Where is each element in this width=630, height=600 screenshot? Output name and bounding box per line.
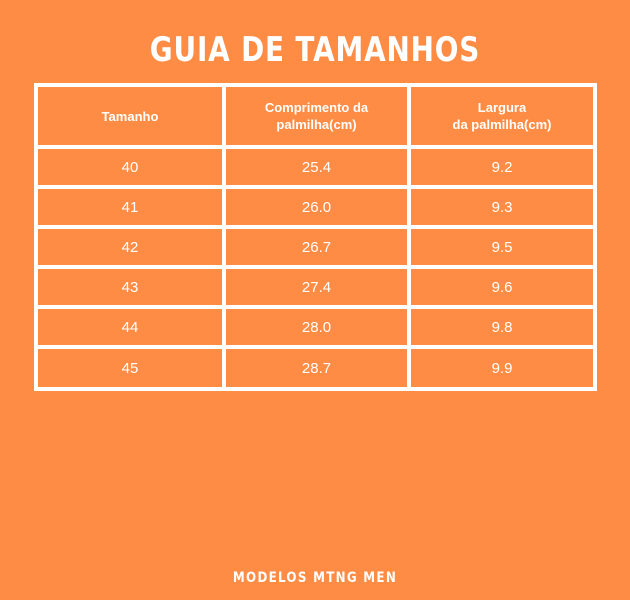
table-row: 26.7 (226, 229, 407, 265)
size-cell: 43 (121, 278, 139, 296)
size-table: Tamanho Comprimento da palmilha(cm) Larg… (34, 83, 597, 391)
length-cell: 25.4 (301, 158, 332, 176)
table-row: 41 (38, 189, 222, 225)
table-row: 27.4 (226, 269, 407, 305)
table-row: 28.7 (226, 349, 407, 387)
width-cell: 9.9 (491, 359, 513, 377)
width-cell: 9.6 (491, 278, 513, 296)
page-title: GUIA DE TAMANHOS (149, 30, 481, 70)
table-row: 44 (38, 309, 222, 345)
width-cell: 9.5 (491, 238, 513, 256)
header-length: Comprimento da palmilha(cm) (226, 87, 407, 145)
header-size: Tamanho (38, 87, 222, 145)
table-row: 28.0 (226, 309, 407, 345)
header-width: Largura da palmilha(cm) (411, 87, 593, 145)
header-size-label: Tamanho (101, 108, 159, 124)
table-row: 45 (38, 349, 222, 387)
table-row: 42 (38, 229, 222, 265)
header-width-label: Largura da palmilha(cm) (452, 100, 552, 132)
length-cell: 28.0 (301, 318, 332, 336)
length-cell: 26.7 (301, 238, 332, 256)
size-cell: 45 (121, 359, 139, 377)
table-row: 9.3 (411, 189, 593, 225)
length-cell: 27.4 (301, 278, 332, 296)
header-length-label: Comprimento da palmilha(cm) (264, 100, 369, 132)
table-row: 9.6 (411, 269, 593, 305)
table-row: 43 (38, 269, 222, 305)
table-row: 9.5 (411, 229, 593, 265)
size-cell: 40 (121, 158, 139, 176)
table-row: 9.8 (411, 309, 593, 345)
length-cell: 26.0 (301, 198, 332, 216)
length-cell: 28.7 (301, 359, 332, 377)
width-cell: 9.3 (491, 198, 513, 216)
size-cell: 41 (121, 198, 139, 216)
width-cell: 9.2 (491, 158, 513, 176)
footer-caption: MODELOS MTNG MEN (232, 570, 398, 586)
size-cell: 44 (121, 318, 139, 336)
table-row: 9.9 (411, 349, 593, 387)
table-row: 26.0 (226, 189, 407, 225)
table-row: 9.2 (411, 149, 593, 185)
width-cell: 9.8 (491, 318, 513, 336)
table-row: 40 (38, 149, 222, 185)
table-row: 25.4 (226, 149, 407, 185)
size-cell: 42 (121, 238, 139, 256)
